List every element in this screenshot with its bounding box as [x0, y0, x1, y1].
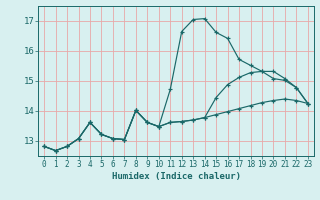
X-axis label: Humidex (Indice chaleur): Humidex (Indice chaleur)	[111, 172, 241, 181]
